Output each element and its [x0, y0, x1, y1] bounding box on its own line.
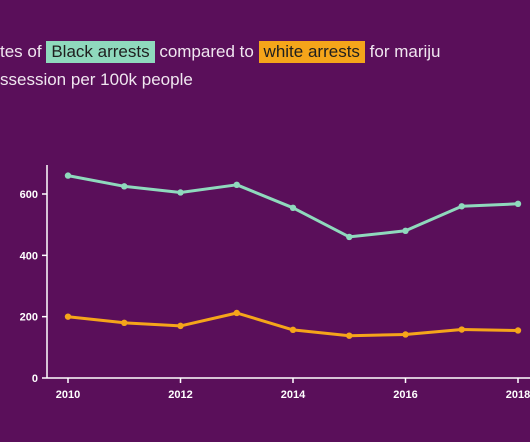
- title-line2: ssession per 100k people: [0, 70, 193, 89]
- white-arrests-legend: white arrests: [258, 41, 365, 63]
- y-tick-label: 600: [20, 189, 38, 201]
- white-arrests-point: [346, 332, 353, 339]
- x-tick-label: 2012: [168, 389, 192, 401]
- black-arrests-point: [458, 203, 465, 210]
- series-group: [64, 172, 522, 339]
- y-tick-label: 400: [20, 250, 38, 262]
- white-arrests-point: [402, 331, 409, 338]
- black-arrests-point: [346, 233, 353, 241]
- black-arrests-point: [289, 204, 297, 211]
- white-arrests-point: [121, 319, 128, 326]
- white-arrests-point: [289, 326, 297, 334]
- black-arrests-point: [233, 181, 240, 188]
- title-part1: tes of: [0, 42, 42, 61]
- white-arrests-point: [177, 322, 184, 330]
- title-part2: compared to: [159, 42, 254, 61]
- white-arrests-point: [64, 313, 72, 320]
- white-arrests-point: [514, 327, 522, 334]
- x-tick-label: 2010: [56, 389, 80, 401]
- chart-title: tes of Black arrests compared to white a…: [0, 37, 530, 95]
- black-arrests-point: [402, 227, 409, 234]
- x-tick-label: 2014: [281, 389, 306, 401]
- black-arrests-point: [177, 189, 184, 196]
- white-arrests-point: [233, 309, 240, 317]
- x-tick-label: 2018: [506, 389, 530, 401]
- title-part3: for mariju: [369, 42, 441, 61]
- x-tick-label: 2016: [393, 389, 417, 401]
- y-tick-label: 200: [20, 312, 38, 324]
- black-arrests-point: [514, 200, 522, 208]
- black-arrests-legend: Black arrests: [46, 41, 155, 63]
- white-arrests-point: [458, 326, 465, 333]
- x-axis-ticks: 2010 2012 2014 2016 2018: [56, 378, 530, 401]
- y-tick-label: 0: [32, 373, 38, 385]
- y-axis-ticks: 0 200 400 600: [20, 189, 47, 385]
- black-arrests-point: [64, 172, 72, 179]
- black-arrests-point: [121, 183, 128, 190]
